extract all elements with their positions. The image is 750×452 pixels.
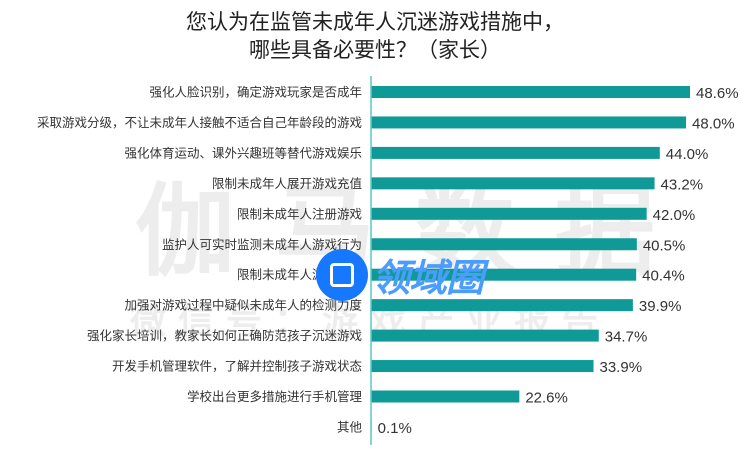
category-label: 监护人可实时监测未成年人游戏行为 — [162, 237, 362, 252]
logo-icon — [316, 248, 368, 301]
value-label: 42.0% — [653, 207, 696, 224]
value-label: 48.0% — [692, 115, 735, 132]
category-label: 限制未成年人展开游戏充值 — [212, 176, 362, 191]
value-label: 22.6% — [525, 390, 568, 407]
bar — [371, 207, 647, 220]
category-label: 学校出台更多措施进行手机管理 — [187, 389, 363, 404]
value-label: 43.2% — [661, 176, 704, 193]
bar — [371, 177, 655, 190]
category-label: 强化家长培训，教家长如何正确防范孩子沉迷游戏 — [87, 328, 362, 343]
category-label: 开发手机管理软件，了解并控制孩子游戏状态 — [112, 359, 362, 374]
bar — [371, 238, 637, 251]
chart-title-line2: 哪些具备必要性？（家长） — [249, 38, 501, 62]
bar — [371, 146, 660, 159]
category-label: 强化人脸识别，确定游戏玩家是否成年 — [149, 85, 362, 100]
bar — [371, 329, 599, 342]
watermark-logo: 领域圈 — [316, 247, 484, 302]
logo-text: 领域圈 — [372, 256, 484, 300]
category-label: 其他 — [337, 419, 363, 434]
bar — [371, 268, 637, 281]
value-label: 39.9% — [639, 298, 682, 315]
category-label: 限制未成年人注册游戏 — [237, 206, 362, 221]
bar — [371, 86, 690, 98]
value-label: 33.9% — [600, 359, 643, 376]
value-label: 44.0% — [666, 146, 709, 163]
value-label: 40.4% — [642, 268, 685, 285]
value-label: 48.6% — [696, 85, 739, 102]
value-label: 40.5% — [643, 237, 686, 254]
bar — [371, 360, 594, 373]
category-label: 强化体育运动、课外兴趣班等替代游戏娱乐 — [124, 145, 362, 160]
category-label: 采取游戏分级，不让未成年人接触不适合自己年龄段的游戏 — [37, 115, 362, 130]
category-label: 加强对游戏过程中疑似未成年人的检测力度 — [124, 298, 362, 313]
value-label: 34.7% — [605, 329, 648, 346]
bar — [371, 299, 633, 312]
bar — [371, 390, 520, 403]
bar — [371, 116, 687, 129]
value-label: 0.1% — [378, 420, 412, 437]
chart-title-line1: 您认为在监管未成年人沉迷游戏措施中， — [186, 10, 564, 34]
